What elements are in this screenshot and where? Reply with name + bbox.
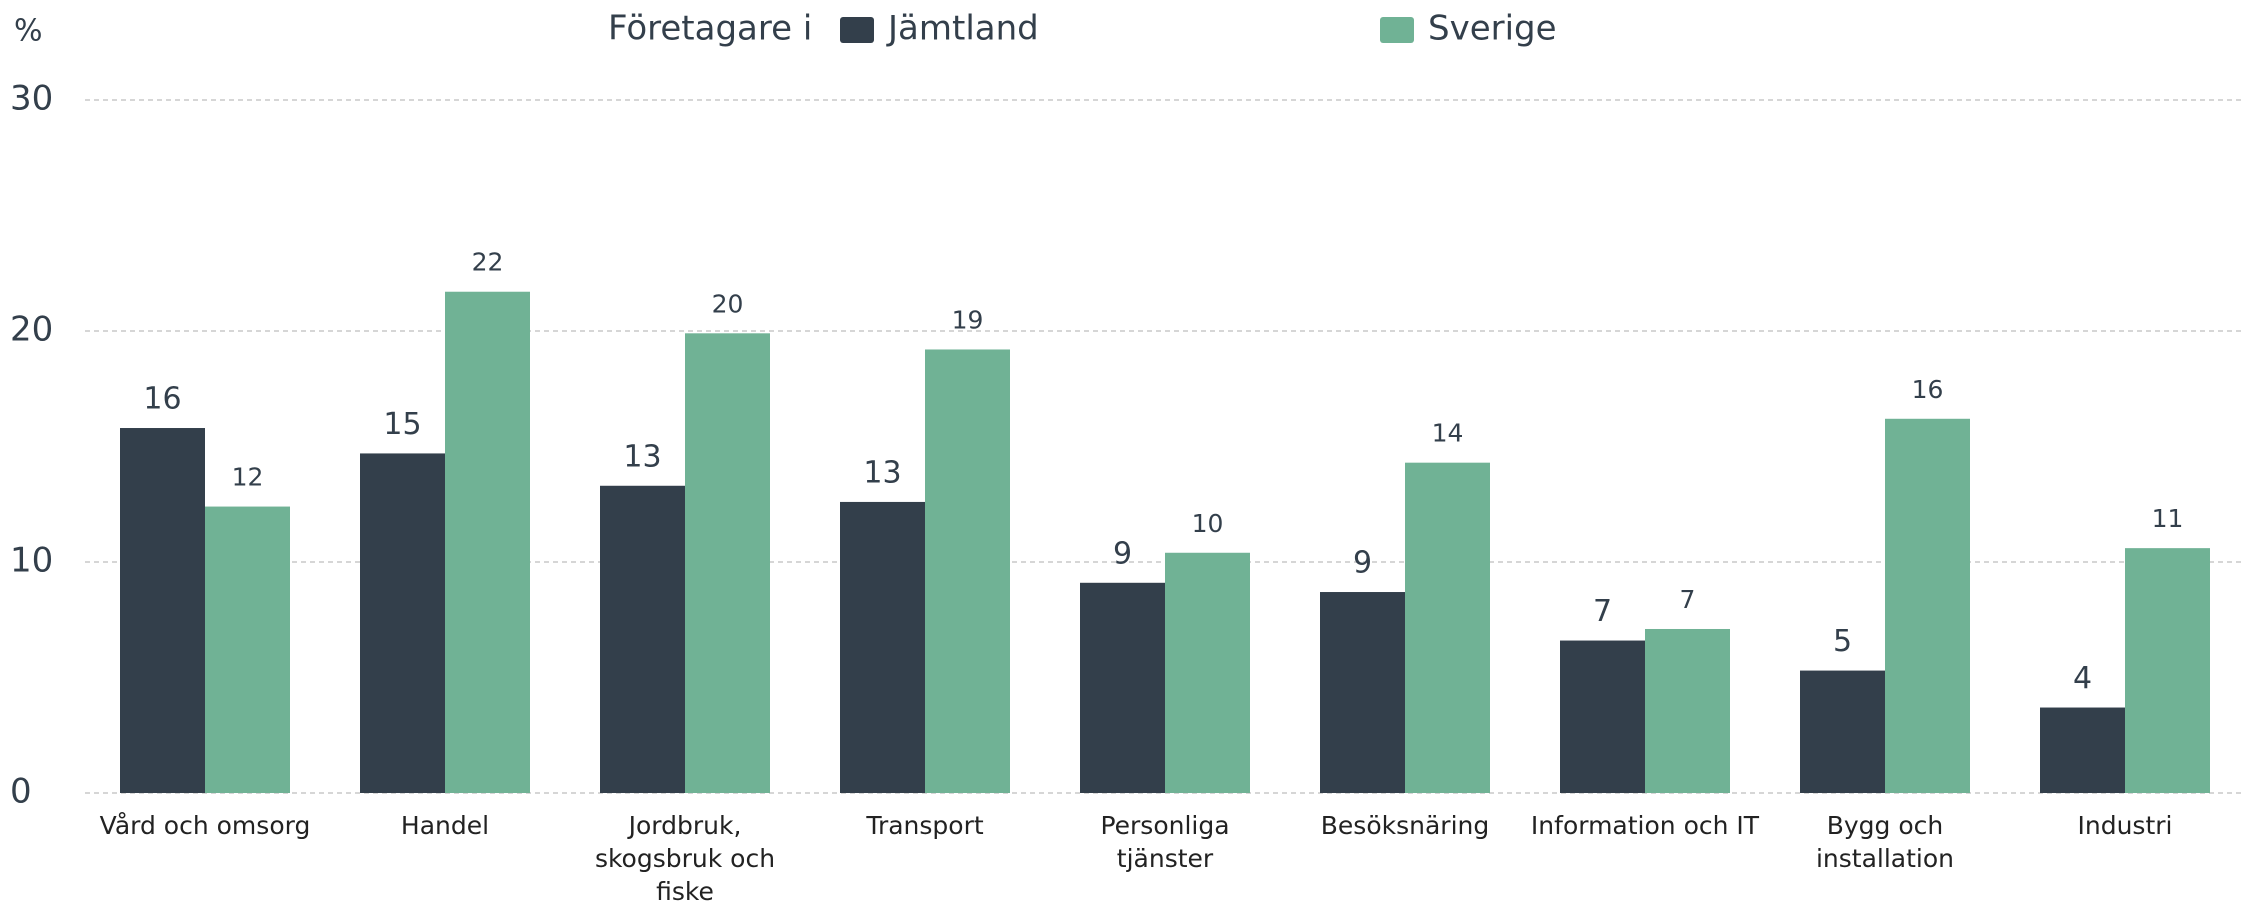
bar bbox=[2125, 548, 2210, 793]
data-label: 11 bbox=[2152, 504, 2184, 533]
x-tick-label: Vård och omsorg bbox=[99, 811, 311, 840]
x-tick-label: Information och IT bbox=[1530, 811, 1760, 840]
data-label: 5 bbox=[1833, 624, 1852, 659]
bar bbox=[925, 349, 1010, 793]
data-label: 14 bbox=[1432, 419, 1464, 448]
x-tick-label: Besöksnäring bbox=[1320, 811, 1490, 840]
x-tick-label: Personliga tjänster bbox=[1100, 811, 1230, 873]
bar bbox=[840, 501, 925, 793]
data-label: 16 bbox=[143, 382, 181, 417]
data-label: 12 bbox=[232, 463, 264, 492]
bar bbox=[120, 428, 205, 793]
data-label: 4 bbox=[2073, 661, 2092, 696]
legend-swatch bbox=[1380, 17, 1414, 43]
data-label: 16 bbox=[1912, 375, 1944, 404]
bar bbox=[2040, 707, 2125, 793]
x-tick-label: Transport bbox=[866, 811, 984, 840]
data-label: 19 bbox=[952, 305, 984, 334]
bar bbox=[1885, 418, 1970, 793]
bar bbox=[205, 506, 290, 793]
legend-label: Sverige bbox=[1428, 9, 1557, 49]
data-label: 7 bbox=[1593, 594, 1612, 629]
x-tick-label: Bygg och installation bbox=[1815, 811, 1955, 873]
bar bbox=[1080, 582, 1165, 793]
legend-swatch bbox=[840, 17, 874, 43]
data-label: 7 bbox=[1680, 585, 1696, 614]
data-label: 13 bbox=[863, 455, 901, 490]
data-label: 22 bbox=[472, 248, 504, 277]
bar bbox=[1645, 628, 1730, 793]
legend-title: Företagare i bbox=[608, 9, 812, 49]
x-tick-label: Jordbruk, skogsbruk och fiske bbox=[594, 811, 776, 906]
data-label: 10 bbox=[1192, 509, 1224, 538]
y-tick-label: 20 bbox=[10, 310, 53, 350]
bar bbox=[685, 333, 770, 793]
bar bbox=[1165, 552, 1250, 793]
legend-label: Jämtland bbox=[886, 9, 1039, 49]
data-label: 15 bbox=[383, 407, 421, 442]
x-tick-label: Industri bbox=[2077, 811, 2173, 840]
x-tick-label: Handel bbox=[400, 811, 490, 840]
data-label: 9 bbox=[1353, 546, 1372, 581]
bar bbox=[1800, 670, 1885, 793]
bar bbox=[1320, 592, 1405, 793]
bar bbox=[360, 453, 445, 793]
bar bbox=[1560, 640, 1645, 793]
data-label: 20 bbox=[712, 289, 744, 318]
data-label: 13 bbox=[623, 439, 661, 474]
y-axis-label: % bbox=[14, 14, 43, 49]
bar bbox=[1405, 462, 1490, 793]
bar bbox=[600, 485, 685, 793]
y-tick-label: 0 bbox=[10, 772, 32, 812]
data-label: 9 bbox=[1113, 536, 1132, 571]
bar bbox=[445, 291, 530, 793]
y-tick-label: 10 bbox=[10, 541, 53, 581]
y-tick-label: 30 bbox=[10, 79, 53, 119]
